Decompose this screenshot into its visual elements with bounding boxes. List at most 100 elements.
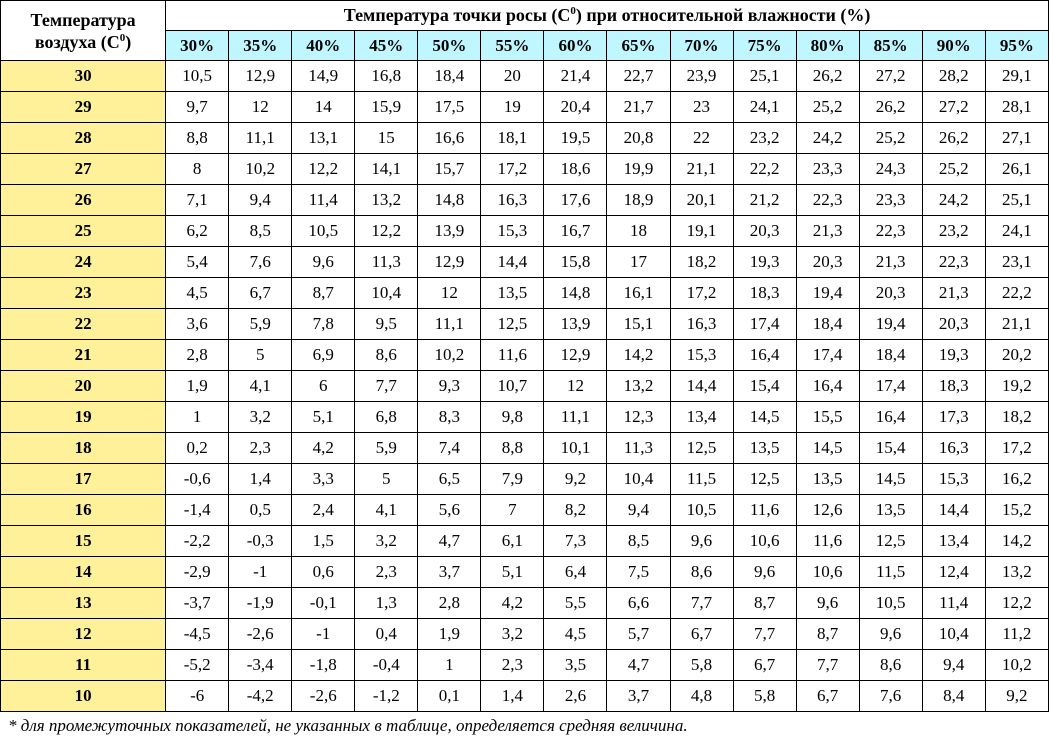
dew-point-cell: 7,7 <box>354 370 419 402</box>
dew-point-cell: 14,1 <box>354 153 419 185</box>
dew-point-cell: 20,4 <box>543 91 608 123</box>
dew-point-cell: 7,3 <box>543 525 608 557</box>
humidity-column-header: 45% <box>354 30 419 61</box>
dew-point-cell: 7,4 <box>417 432 482 464</box>
dew-point-cell: 8,6 <box>858 649 923 681</box>
dew-point-cell: 5,9 <box>228 308 293 340</box>
dew-point-cell: 14,8 <box>417 184 482 216</box>
dew-point-cell: 12,2 <box>354 215 419 247</box>
humidity-column-header: 35% <box>228 30 293 61</box>
dew-point-cell: 9,6 <box>732 556 797 588</box>
dew-point-cell: 10,6 <box>732 525 797 557</box>
dew-point-cell: 6,9 <box>291 339 356 371</box>
dew-point-cell: 14 <box>291 91 356 123</box>
air-temperature-header-line2: воздуха (C <box>34 31 120 52</box>
dew-point-cell: 10,5 <box>858 587 923 619</box>
dew-point-cell: 9,2 <box>984 680 1050 712</box>
dew-point-cell: 13,5 <box>795 463 860 495</box>
table-row: 23 4,5 6,7 8,7 10,4 12 13,5 14,8 16,1 17,2 18,3 19,… <box>0 277 1050 309</box>
air-temperature-cell: 30 <box>0 60 167 92</box>
dew-point-cell: 10,2 <box>228 153 293 185</box>
dew-point-cell: 11,3 <box>354 246 419 278</box>
dew-point-cell: 13,4 <box>669 401 734 433</box>
dew-point-cell: -2,6 <box>291 680 356 712</box>
table-row: 26 7,1 9,4 11,4 13,2 14,8 16,3 17,6 18,9 20,1 21,2… <box>0 184 1050 216</box>
dew-point-cell: 1 <box>165 401 230 433</box>
table-row: 24 5,4 7,6 9,6 11,3 12,9 14,4 15,8 17 18,2 19,3 20,… <box>0 246 1050 278</box>
dew-point-cell: 22,2 <box>732 153 797 185</box>
dew-point-cell: 2,4 <box>291 494 356 526</box>
dew-point-cell: 20,3 <box>795 246 860 278</box>
dew-point-cell: 6,7 <box>795 680 860 712</box>
dew-point-cell: 0,6 <box>291 556 356 588</box>
table-row: 29 9,7 12 14 15,9 17,5 19 20,4 21,7 23 24,1 25,2 26,… <box>0 91 1050 123</box>
dew-point-cell: 15,2 <box>984 494 1050 526</box>
humidity-column-header: 80% <box>795 30 860 61</box>
dew-point-cell: 4,1 <box>228 370 293 402</box>
dew-point-cell: 9,6 <box>291 246 356 278</box>
dew-point-cell: 3,3 <box>291 463 356 495</box>
dew-point-cell: -4,2 <box>228 680 293 712</box>
dew-point-cell: 21,4 <box>543 60 608 92</box>
air-temperature-cell: 29 <box>0 91 167 123</box>
dew-point-cell: 10,2 <box>984 649 1050 681</box>
dew-point-cell: 8,3 <box>417 401 482 433</box>
dew-point-cell: 17,4 <box>795 339 860 371</box>
dew-point-cell: 12 <box>228 91 293 123</box>
dew-point-cell: 12,5 <box>732 463 797 495</box>
humidity-column-header: 90% <box>921 30 986 61</box>
dew-point-cell: 10,5 <box>165 60 230 92</box>
dew-point-cell: 12 <box>543 370 608 402</box>
dew-point-cell: 10,2 <box>417 339 482 371</box>
dew-point-cell: 24,2 <box>795 122 860 154</box>
dew-point-cell: 16,4 <box>858 401 923 433</box>
dew-point-cell: 25,1 <box>732 60 797 92</box>
dew-point-cell: 14,2 <box>606 339 671 371</box>
dew-point-cell: 0,2 <box>165 432 230 464</box>
dew-point-cell: 18,2 <box>984 401 1050 433</box>
dew-point-cell: 11,5 <box>858 556 923 588</box>
dew-point-cell: 9,6 <box>669 525 734 557</box>
table-row: 28 8,8 11,1 13,1 15 16,6 18,1 19,5 20,8 22 23,2 24,… <box>0 122 1050 154</box>
dew-point-cell: -1,2 <box>354 680 419 712</box>
dew-point-cell: 7,7 <box>732 618 797 650</box>
dew-point-cell: 10,4 <box>921 618 986 650</box>
dew-point-cell: 24,1 <box>732 91 797 123</box>
air-temperature-cell: 27 <box>0 153 167 185</box>
dew-point-cell: 17,2 <box>480 153 545 185</box>
dew-point-cell: 8,2 <box>543 494 608 526</box>
table-row: 25 6,2 8,5 10,5 12,2 13,9 15,3 16,7 18 19,1 20,3 21… <box>0 215 1050 247</box>
dew-point-cell: 12,5 <box>480 308 545 340</box>
dew-point-cell: 18,3 <box>732 277 797 309</box>
dew-point-cell: -1,8 <box>291 649 356 681</box>
air-temperature-header-line1: Температура <box>30 9 136 30</box>
dew-point-cell: 19,5 <box>543 122 608 154</box>
table-row: 13 -3,7 -1,9 -0,1 1,3 2,8 4,2 5,5 6,6 7,7 8,7 9,6 10… <box>0 587 1050 619</box>
dew-point-cell: 15 <box>354 122 419 154</box>
dew-point-cell: 18,6 <box>543 153 608 185</box>
dew-point-cell: 11,5 <box>669 463 734 495</box>
humidity-column-header: 65% <box>606 30 671 61</box>
dew-point-cell: 21,1 <box>669 153 734 185</box>
dew-point-cell: 12,2 <box>984 587 1050 619</box>
dew-point-cell: 6,7 <box>669 618 734 650</box>
dew-point-cell: 5,6 <box>417 494 482 526</box>
dew-point-cell: 0,1 <box>417 680 482 712</box>
dew-point-cell: 2,8 <box>417 587 482 619</box>
table-row: 12 -4,5 -2,6 -1 0,4 1,9 3,2 4,5 5,7 6,7 7,7 8,7 9,6 1… <box>0 618 1050 650</box>
air-temperature-cell: 26 <box>0 184 167 216</box>
dew-point-cell: 11,6 <box>795 525 860 557</box>
dew-point-cell: 12,9 <box>228 60 293 92</box>
humidity-column-header: 50% <box>417 30 482 61</box>
dew-point-cell: 23 <box>669 91 734 123</box>
dew-point-cell: 11,6 <box>732 494 797 526</box>
dew-point-cell: 15,5 <box>795 401 860 433</box>
dew-point-cell: 27,2 <box>921 91 986 123</box>
dew-point-cell: 13,4 <box>921 525 986 557</box>
dew-point-cell: 14,2 <box>984 525 1050 557</box>
dew-point-cell: 26,2 <box>858 91 923 123</box>
air-temperature-cell: 10 <box>0 680 167 712</box>
dew-point-cell: 19 <box>480 91 545 123</box>
dew-point-cell: 5,8 <box>732 680 797 712</box>
dew-point-cell: 10,4 <box>606 463 671 495</box>
